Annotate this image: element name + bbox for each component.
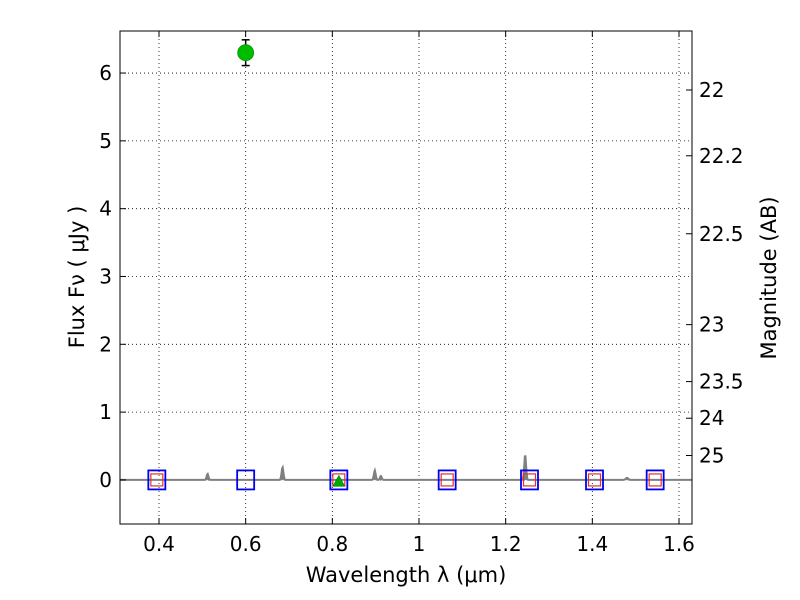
mag-tick-label: 23.5 xyxy=(699,370,744,394)
x-tick-label: 1 xyxy=(413,532,426,556)
model-photometry-square xyxy=(329,469,349,491)
spectrum-emission-peak xyxy=(623,477,631,481)
sed-model-spectrum xyxy=(120,454,692,481)
x-axis-label: Wavelength λ (μm) xyxy=(306,563,507,587)
y-tick-label: 6 xyxy=(99,61,112,85)
mag-tick-label: 25 xyxy=(699,444,724,468)
y-tick-label: 2 xyxy=(99,332,112,356)
axis-ticks: 0.4 0.6 0.8 1 1.2 1.4 1.601234562222.222.52323… xyxy=(99,31,744,556)
mag-tick-label: 24 xyxy=(699,406,724,430)
x-tick-label: 1.4 xyxy=(576,532,608,556)
spectrum-emission-peak xyxy=(204,473,211,481)
upper-limit-triangle xyxy=(332,474,346,487)
model-photometry-square xyxy=(520,469,539,491)
x-tick-label: 0.6 xyxy=(230,532,262,556)
mag-tick-label: 22 xyxy=(699,78,724,102)
x-tick-label: 0.4 xyxy=(143,532,175,556)
y-tick-label: 5 xyxy=(99,129,112,153)
x-tick-label: 1.2 xyxy=(490,532,522,556)
model-photometry-square xyxy=(147,469,167,491)
filter-point-red xyxy=(648,473,662,487)
y-tick-label: 1 xyxy=(99,400,112,424)
model-photometry-square xyxy=(437,469,457,491)
plot-frame xyxy=(119,30,693,525)
sed-spectrum-line xyxy=(120,455,692,481)
model-photometry-square xyxy=(236,469,256,491)
mag-tick-label: 22.2 xyxy=(699,144,744,168)
filter-point-red xyxy=(522,473,537,487)
filter-point-red xyxy=(150,473,164,487)
model-photometry-square xyxy=(585,469,604,491)
x-tick-label: 1.6 xyxy=(663,532,695,556)
x-tick-label: 0.8 xyxy=(316,532,348,556)
spectrum-emission-peak xyxy=(377,475,385,481)
y-tick-label: 4 xyxy=(99,197,112,221)
spectrum-emission-peak xyxy=(371,469,379,481)
y-tick-label: 0 xyxy=(99,468,112,492)
filter-point-red xyxy=(440,473,454,487)
spectrum-emission-peak xyxy=(279,466,286,481)
mag-tick-label: 22.5 xyxy=(699,222,744,246)
grid-lines xyxy=(120,31,692,524)
mag-tick-label: 23 xyxy=(699,313,724,337)
filter-point-red xyxy=(587,473,602,487)
model-photometry-square xyxy=(645,469,665,491)
y-tick-label: 3 xyxy=(99,264,112,288)
photometry-points xyxy=(147,39,665,491)
observed-flux-point xyxy=(237,44,255,62)
y2-axis-label: Magnitude (AB) xyxy=(757,196,781,359)
y-axis-label: Flux Fν ( μJy ) xyxy=(65,206,89,349)
